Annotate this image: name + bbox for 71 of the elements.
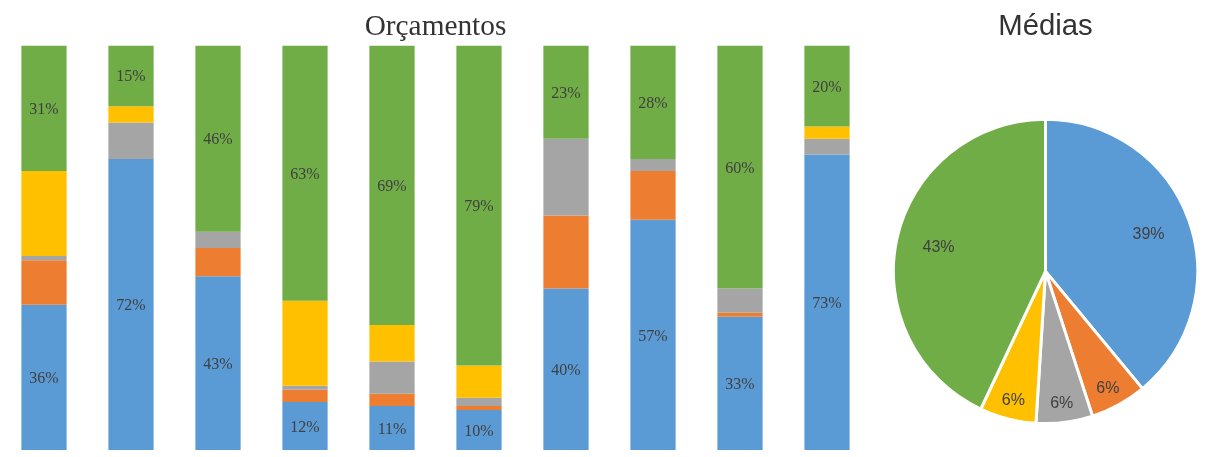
data-label: 79% (464, 196, 494, 214)
data-label: 43% (922, 238, 955, 256)
data-label: 39% (1132, 224, 1165, 242)
data-label: 6% (1096, 378, 1120, 396)
bar (804, 154, 850, 450)
chart-title: Orçamentos (364, 8, 507, 41)
bar (456, 410, 502, 450)
bar (21, 256, 67, 261)
data-label: 12% (290, 417, 320, 435)
bar (369, 324, 415, 362)
data-label: 40% (551, 361, 581, 378)
bar (195, 248, 241, 277)
bar (195, 45, 241, 232)
bar (543, 215, 589, 289)
bar (21, 171, 67, 257)
bar (282, 389, 328, 402)
data-label: 28% (638, 93, 668, 111)
bar (717, 45, 763, 289)
data-label: 33% (725, 375, 755, 393)
bar (21, 304, 67, 450)
bar (369, 393, 415, 406)
bar (21, 260, 67, 305)
data-label: 36% (29, 369, 59, 387)
bar (456, 365, 502, 398)
bar (543, 288, 589, 450)
chart-title: Médias (998, 7, 1093, 41)
bar (108, 122, 154, 159)
data-label: 69% (377, 176, 407, 194)
data-label: 11% (377, 419, 407, 437)
bar (543, 45, 589, 139)
bar (804, 126, 850, 139)
data-label: 46% (203, 130, 233, 148)
bar (108, 158, 154, 450)
data-label: 23% (551, 83, 581, 101)
data-label: 57% (638, 326, 668, 344)
bar (108, 45, 154, 107)
bar (630, 171, 676, 220)
data-label: 10% (464, 421, 494, 439)
data-label: 20% (812, 77, 842, 95)
bar (21, 45, 67, 172)
bar (717, 288, 763, 313)
bar (195, 231, 241, 248)
bar (369, 361, 415, 394)
bar (543, 138, 589, 216)
bar (804, 45, 850, 127)
data-label: 6% (1050, 394, 1074, 412)
data-label: 6% (1001, 391, 1025, 409)
bar (456, 45, 502, 366)
bar (456, 397, 502, 406)
bar (282, 401, 328, 450)
data-label: 72% (116, 296, 146, 314)
bar (282, 385, 328, 390)
bar (456, 405, 502, 410)
bar (369, 405, 415, 450)
data-label: 73% (812, 294, 842, 312)
bar (804, 138, 850, 155)
bar (369, 45, 415, 325)
bar (717, 312, 763, 317)
bar (630, 158, 676, 172)
bar (630, 45, 676, 159)
bar (195, 276, 241, 450)
bar (717, 316, 763, 450)
data-label: 63% (290, 164, 320, 182)
data-label: 31% (29, 99, 59, 117)
bar (630, 219, 676, 450)
data-label: 15% (116, 67, 146, 85)
bar (282, 300, 328, 386)
bar (282, 45, 328, 301)
data-label: 60% (725, 158, 755, 176)
bar (108, 106, 154, 123)
data-label: 43% (203, 354, 233, 372)
